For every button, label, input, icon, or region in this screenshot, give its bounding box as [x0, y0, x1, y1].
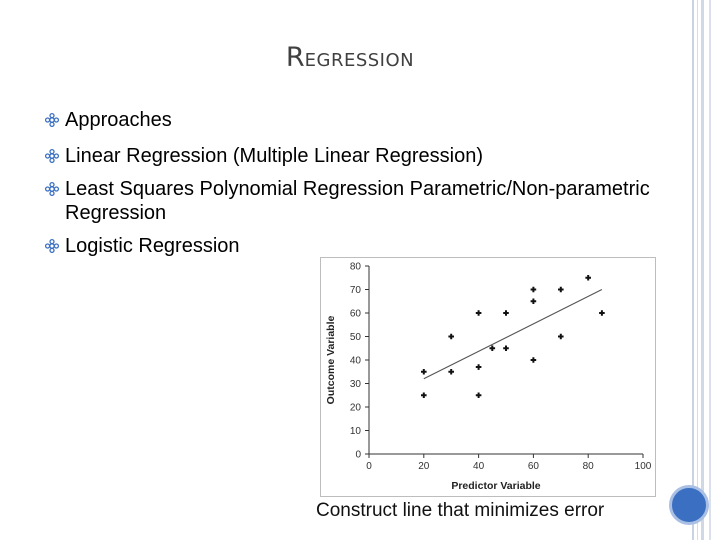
data-point [530, 357, 537, 363]
data-point [503, 345, 509, 352]
data-point [421, 368, 427, 375]
x-axis-label: Predictor Variable [451, 480, 540, 492]
data-point [585, 274, 591, 281]
x-tick-label: 20 [418, 461, 430, 472]
data-point [448, 368, 454, 375]
chart-caption: Construct line that minimizes error [316, 500, 605, 521]
side-decoration-rule [701, 0, 704, 540]
bullet-text: Approaches [65, 109, 172, 131]
data-point [558, 333, 564, 340]
slide-title: REGRESSION [0, 36, 700, 74]
side-decoration-rule [697, 0, 698, 540]
gear-flower-icon [44, 181, 60, 197]
x-tick-label: 40 [473, 461, 485, 472]
data-point [489, 345, 496, 352]
bullet-text: Linear Regression (Multiple Linear Regre… [65, 145, 483, 167]
y-tick-label: 50 [350, 332, 362, 343]
bullet-item: Least Squares Polynomial Regression Para… [40, 177, 665, 225]
bullet-item: Logistic Regression [40, 234, 680, 258]
y-tick-label: 70 [350, 285, 362, 296]
slide-page-marker [669, 485, 709, 525]
x-tick-label: 60 [528, 461, 540, 472]
x-tick-label: 100 [635, 461, 652, 472]
y-tick-label: 60 [350, 309, 362, 320]
gear-flower-icon [44, 112, 60, 128]
y-tick-label: 80 [350, 262, 362, 273]
regression-fit-line [423, 289, 603, 380]
y-axis-label: Outcome Variable [325, 315, 337, 404]
data-point [530, 286, 537, 293]
y-tick-label: 10 [350, 426, 362, 437]
scatter-chart-figure: 0 10 20 30 40 50 60 70 80 0 20 40 60 80 100 Predictor V… [320, 257, 656, 497]
data-point [475, 392, 482, 399]
bullet-text: Logistic Regression [65, 235, 240, 257]
data-point [599, 310, 605, 316]
data-point [558, 286, 564, 293]
data-point [503, 310, 509, 316]
x-tick-label: 0 [366, 461, 372, 472]
y-tick-label: 0 [355, 450, 361, 461]
y-tick-label: 30 [350, 379, 362, 390]
scatter-chart: 0 10 20 30 40 50 60 70 80 0 20 40 60 80 100 Predictor V… [325, 262, 652, 493]
gear-flower-icon [44, 148, 60, 164]
slide-title-rest: EGRESSION [304, 50, 415, 71]
data-point [475, 364, 482, 370]
y-tick-label: 40 [350, 356, 362, 367]
bullet-list: Approaches Linear Regression (Multiple L… [40, 108, 680, 267]
bullet-item: Linear Regression (Multiple Linear Regre… [40, 144, 680, 168]
side-decoration-rule [692, 0, 694, 540]
data-point [475, 310, 482, 316]
y-tick-label: 20 [350, 403, 362, 414]
bullet-text: Least Squares Polynomial Regression Para… [65, 178, 650, 224]
data-point [530, 298, 537, 305]
gear-flower-icon [44, 238, 60, 254]
x-tick-label: 80 [583, 461, 595, 472]
data-point [421, 392, 427, 399]
data-point [448, 333, 454, 340]
bullet-item: Approaches [40, 108, 680, 132]
slide-title-initial: R [285, 42, 305, 73]
side-decoration-rule [709, 0, 711, 540]
